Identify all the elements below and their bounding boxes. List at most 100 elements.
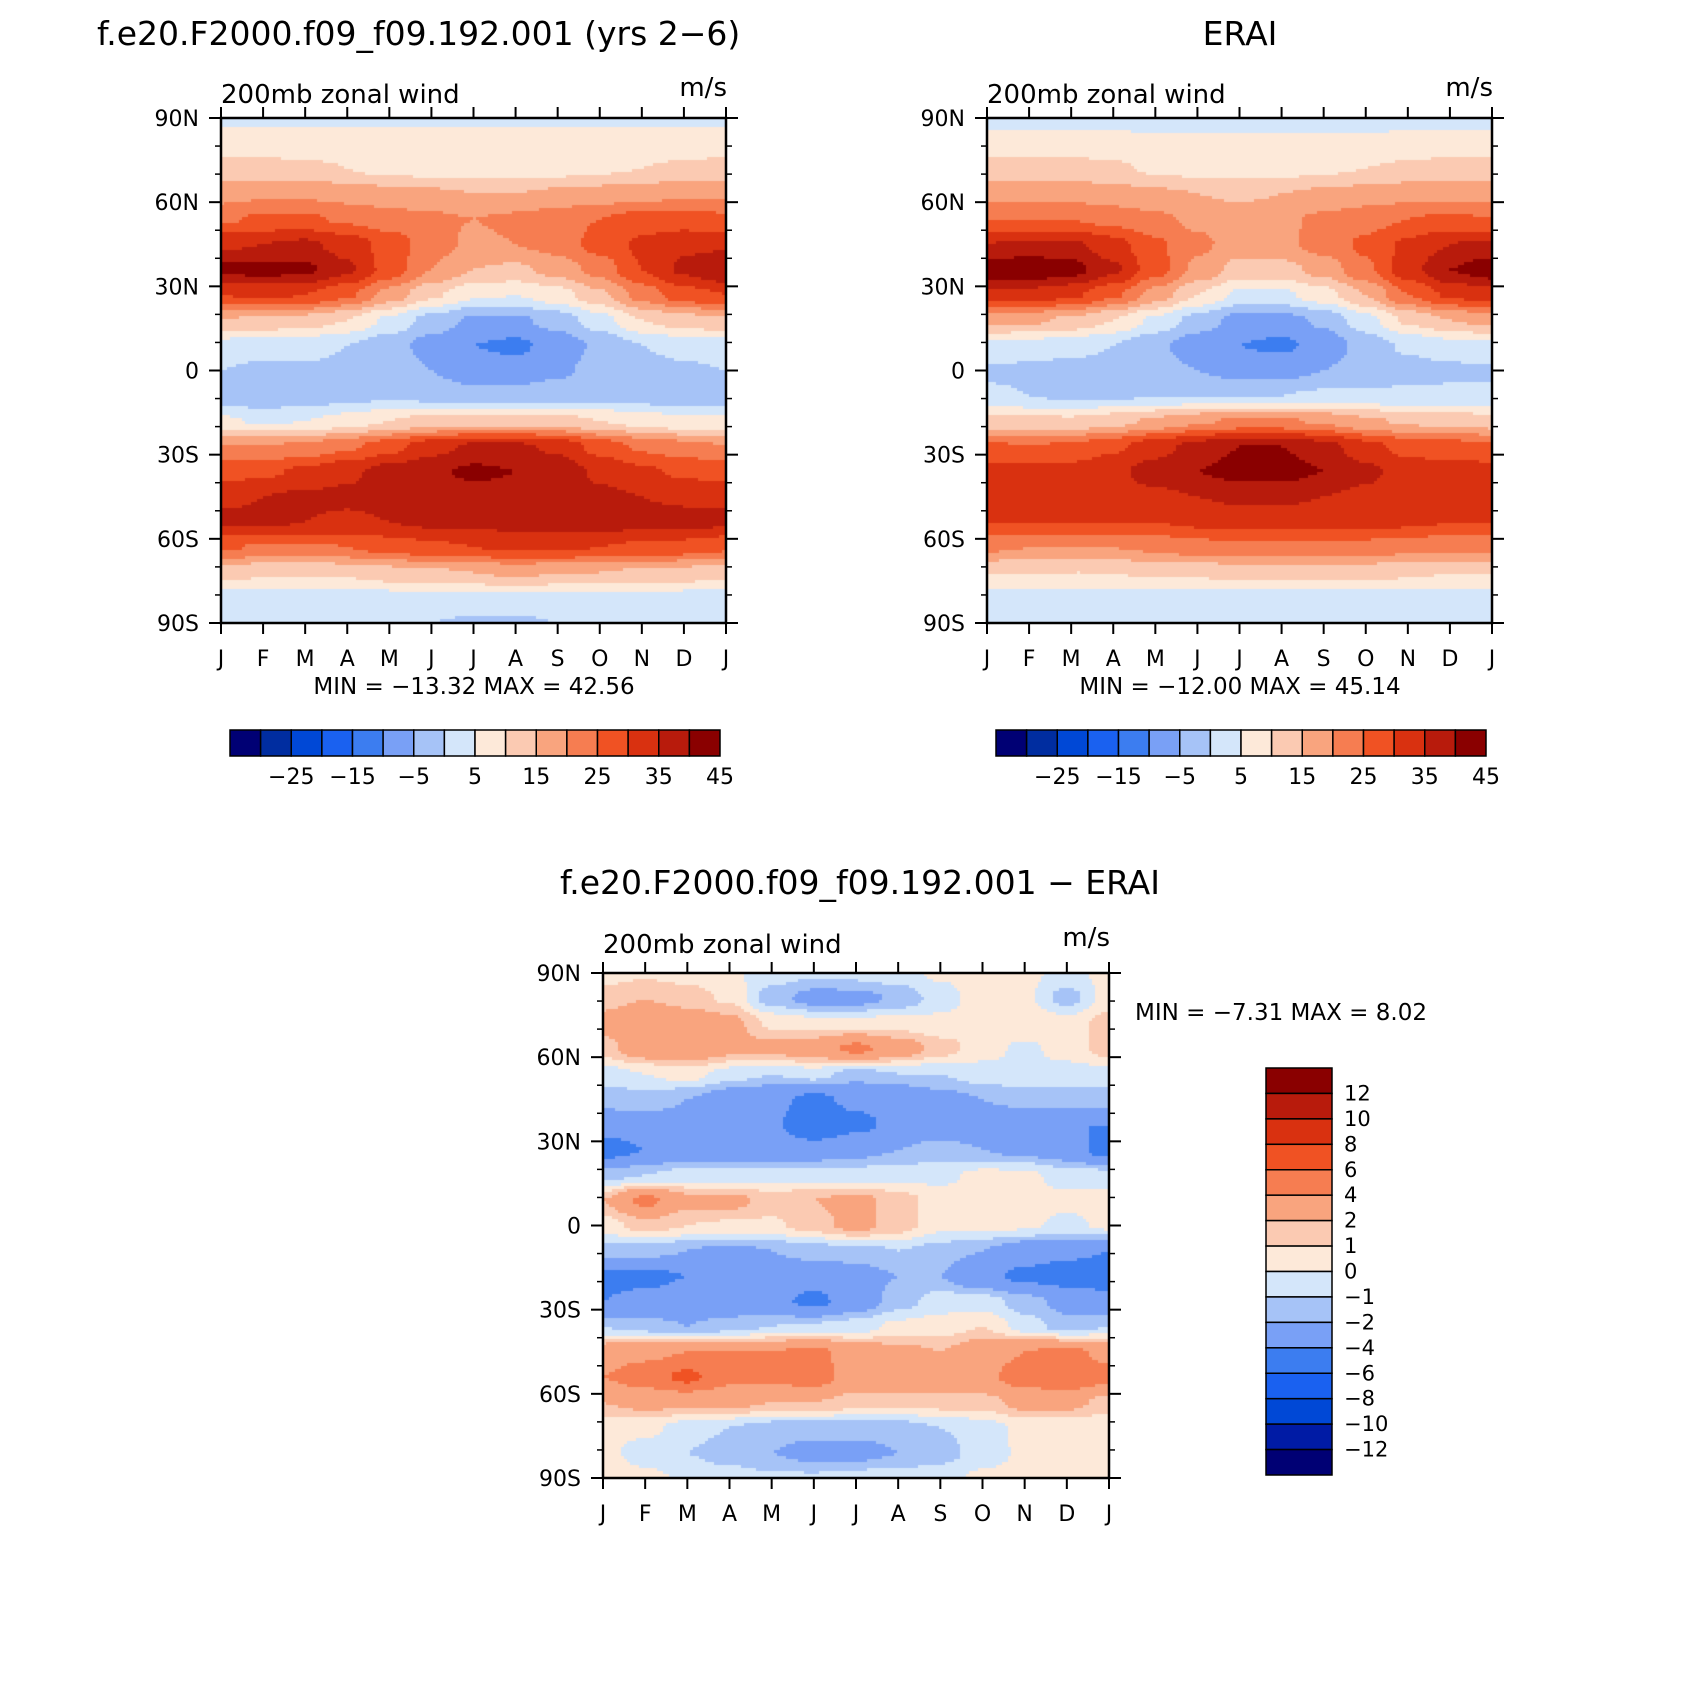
x-tick-label: O bbox=[591, 647, 608, 672]
colorbar-label: 45 bbox=[706, 765, 734, 790]
colorbar-label: −2 bbox=[1344, 1310, 1375, 1334]
x-tick-label: F bbox=[257, 647, 270, 672]
colorbar-box bbox=[596, 729, 629, 757]
x-tick-label: J bbox=[598, 1502, 607, 1527]
x-tick-label: A bbox=[508, 647, 523, 672]
x-tick-label: J bbox=[426, 647, 435, 672]
colorbar-box bbox=[504, 729, 537, 757]
colorbar-label: 5 bbox=[468, 765, 482, 790]
colorbar-box bbox=[382, 729, 415, 757]
x-tick-label: S bbox=[933, 1502, 947, 1527]
y-tick-label: 90N bbox=[537, 962, 581, 987]
y-tick-label: 90S bbox=[923, 612, 965, 637]
y-tick-label: 0 bbox=[185, 360, 199, 385]
colorbar-box bbox=[351, 729, 384, 757]
colorbar-label: −6 bbox=[1344, 1361, 1375, 1385]
x-tick-label: M bbox=[678, 1502, 697, 1527]
colorbar-box bbox=[474, 729, 507, 757]
colorbar-box bbox=[627, 729, 660, 757]
colorbar-box bbox=[443, 729, 476, 757]
colorbar-label: 8 bbox=[1344, 1132, 1357, 1156]
x-tick-label: O bbox=[974, 1502, 991, 1527]
x-tick-label: J bbox=[1104, 1502, 1113, 1527]
x-tick-label: A bbox=[891, 1502, 906, 1527]
y-tick-label: 0 bbox=[567, 1215, 581, 1240]
x-tick-label: S bbox=[551, 647, 565, 672]
model-title: f.e20.F2000.f09_f09.192.001 (yrs 2−6) bbox=[97, 14, 740, 53]
y-tick-label: 60S bbox=[539, 1383, 581, 1408]
colorbar-box bbox=[1265, 1092, 1333, 1120]
x-tick-label: J bbox=[1234, 647, 1243, 672]
contour-fill bbox=[221, 118, 726, 623]
x-tick-label: D bbox=[1058, 1502, 1075, 1527]
difference-min-max: MIN = −7.31 MAX = 8.02 bbox=[1135, 1000, 1427, 1026]
colorbar-box bbox=[1265, 1423, 1333, 1451]
x-tick-label: J bbox=[809, 1502, 818, 1527]
colorbar-label: 25 bbox=[584, 765, 612, 790]
colorbar-label: 6 bbox=[1344, 1158, 1357, 1182]
y-tick-label: 30S bbox=[539, 1299, 581, 1324]
y-tick-label: 30N bbox=[537, 1130, 581, 1155]
model-min-max: MIN = −13.32 MAX = 42.56 bbox=[313, 674, 634, 700]
erai-title: ERAI bbox=[1203, 14, 1278, 53]
y-tick-label: 30N bbox=[921, 275, 965, 300]
colorbar-box bbox=[259, 729, 292, 757]
colorbar-box bbox=[1332, 729, 1365, 757]
colorbar-label: 25 bbox=[1350, 765, 1378, 790]
erai-subtitle-left: 200mb zonal wind bbox=[987, 80, 1226, 110]
y-tick-label: 60S bbox=[923, 528, 965, 553]
colorbar-box bbox=[1362, 729, 1395, 757]
x-tick-label: J bbox=[1487, 647, 1496, 672]
colorbar-label: 1 bbox=[1344, 1234, 1357, 1258]
colorbar-label: −4 bbox=[1344, 1336, 1375, 1360]
erai-subtitle-right: m/s bbox=[1445, 73, 1493, 103]
erai-colorbar: −25 −15 −5 5 15 25 35 45 bbox=[995, 729, 1500, 790]
colorbar-label: −8 bbox=[1344, 1387, 1375, 1411]
y-tick-label: 90N bbox=[155, 107, 199, 132]
x-tick-label: F bbox=[639, 1502, 652, 1527]
x-tick-label: J bbox=[851, 1502, 860, 1527]
colorbar-box bbox=[413, 729, 446, 757]
x-tick-label: J bbox=[468, 647, 477, 672]
colorbar-label: 35 bbox=[1411, 765, 1439, 790]
x-tick-label: M bbox=[1062, 647, 1081, 672]
x-tick-label: D bbox=[675, 647, 692, 672]
x-tick-label: M bbox=[380, 647, 399, 672]
x-tick-label: J bbox=[982, 647, 991, 672]
colorbar-box bbox=[1179, 729, 1212, 757]
colorbar-box bbox=[1117, 729, 1150, 757]
colorbar-label: 35 bbox=[645, 765, 673, 790]
y-tick-label: 30S bbox=[157, 444, 199, 469]
contour-fill bbox=[987, 118, 1492, 623]
colorbar-label: 5 bbox=[1234, 765, 1248, 790]
colorbar-box bbox=[290, 729, 323, 757]
colorbar-label: −5 bbox=[398, 765, 430, 790]
colorbar-box bbox=[1301, 729, 1334, 757]
colorbar-label: −25 bbox=[268, 765, 314, 790]
colorbar-box bbox=[1148, 729, 1181, 757]
difference-subtitle-left: 200mb zonal wind bbox=[603, 930, 842, 960]
colorbar-box bbox=[1025, 729, 1058, 757]
y-tick-label: 30S bbox=[923, 444, 965, 469]
colorbar-label: 12 bbox=[1344, 1081, 1371, 1105]
y-tick-label: 60N bbox=[537, 1046, 581, 1071]
colorbar-label: 0 bbox=[1344, 1260, 1357, 1284]
colorbar-box bbox=[229, 729, 262, 757]
model-subtitle-right: m/s bbox=[679, 73, 727, 103]
x-tick-label: M bbox=[762, 1502, 781, 1527]
x-tick-label: S bbox=[1317, 647, 1331, 672]
x-tick-label: M bbox=[1146, 647, 1165, 672]
y-tick-label: 30N bbox=[155, 275, 199, 300]
colorbar-label: −5 bbox=[1164, 765, 1196, 790]
x-tick-label: M bbox=[296, 647, 315, 672]
colorbar-box bbox=[1209, 729, 1242, 757]
colorbar-box bbox=[535, 729, 568, 757]
colorbar-box bbox=[1265, 1169, 1333, 1196]
erai-min-max: MIN = −12.00 MAX = 45.14 bbox=[1079, 674, 1400, 700]
x-tick-label: O bbox=[1357, 647, 1374, 672]
x-tick-label: F bbox=[1023, 647, 1036, 672]
model-subtitle-left: 200mb zonal wind bbox=[221, 80, 460, 110]
